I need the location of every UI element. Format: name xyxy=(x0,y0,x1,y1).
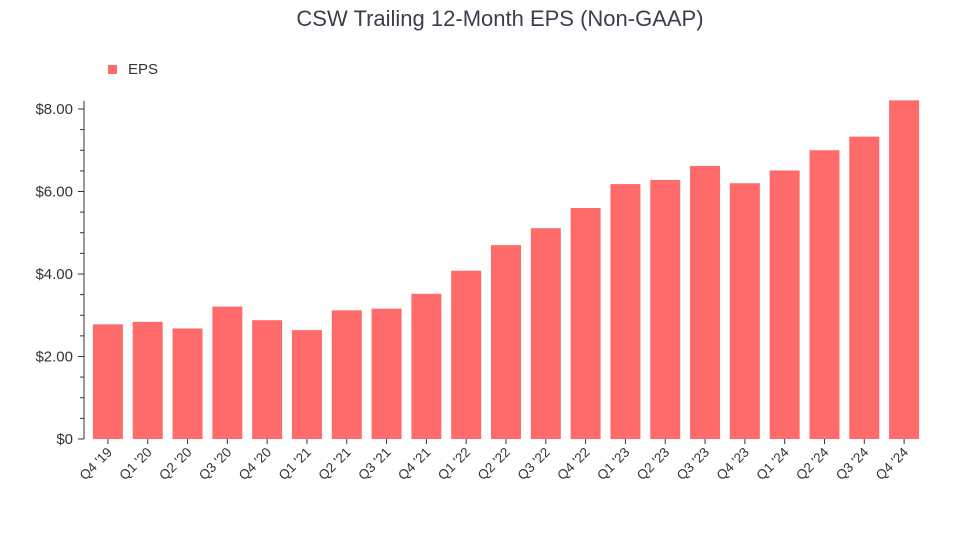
x-tick-label: Q4 '20 xyxy=(236,445,274,483)
x-tick-label: Q1 '22 xyxy=(435,445,473,483)
legend-label: EPS xyxy=(128,61,158,78)
bar-11 xyxy=(530,228,561,439)
x-tick-label: Q3 '20 xyxy=(196,445,234,483)
bar-20 xyxy=(889,100,920,440)
bar-9 xyxy=(451,270,482,439)
x-tick-label: Q4 '19 xyxy=(77,445,115,483)
legend-swatch xyxy=(108,65,117,74)
x-tick-label: Q4 '22 xyxy=(554,445,592,483)
bar-18 xyxy=(809,150,840,439)
y-tick-label: $6.00 xyxy=(35,184,73,201)
x-tick-label: Q1 '21 xyxy=(276,445,314,483)
x-tick-label: Q2 '22 xyxy=(475,445,513,483)
x-tick-label: Q3 '21 xyxy=(355,445,393,483)
x-tick-label: Q3 '22 xyxy=(514,445,552,483)
x-tick-label: Q3 '23 xyxy=(674,445,712,483)
x-tick-label: Q2 '21 xyxy=(315,445,353,483)
bar-4 xyxy=(252,320,283,439)
x-tick-label: Q2 '24 xyxy=(793,444,832,483)
chart-title: CSW Trailing 12-Month EPS (Non-GAAP) xyxy=(296,6,703,31)
x-tick-label: Q4 '23 xyxy=(714,445,752,483)
bar-7 xyxy=(371,308,402,439)
bar-17 xyxy=(769,170,800,439)
bar-5 xyxy=(291,330,322,439)
x-tick-label: Q3 '24 xyxy=(833,444,872,483)
y-tick-label: $2.00 xyxy=(35,349,73,366)
y-tick-label: $0 xyxy=(56,431,73,448)
x-tick-label: Q4 '24 xyxy=(873,444,912,483)
bar-1 xyxy=(132,321,163,439)
x-tick-label: Q1 '20 xyxy=(116,445,154,483)
x-tick-label: Q1 '23 xyxy=(594,445,632,483)
bar-16 xyxy=(729,183,760,439)
bar-3 xyxy=(212,306,243,439)
y-axis: $0 $2.00 $4.00 $6.00 $8.00 xyxy=(35,100,85,448)
x-axis: Q4 '19 Q1 '20 Q2 '20 Q3 '20 Q4 '20 Q1 '21 Q2 '… xyxy=(77,439,912,483)
x-tick-label: Q1 '24 xyxy=(753,444,792,483)
bar-6 xyxy=(331,310,362,439)
y-tick-label: $4.00 xyxy=(35,266,73,283)
x-tick-label: Q2 '20 xyxy=(156,445,194,483)
bar-19 xyxy=(849,136,880,439)
x-tick-label: Q4 '21 xyxy=(395,445,433,483)
bar-13 xyxy=(610,184,641,439)
bars xyxy=(92,100,920,440)
bar-2 xyxy=(172,328,203,439)
bar-14 xyxy=(650,179,681,439)
x-tick-label: Q2 '23 xyxy=(634,445,672,483)
bar-15 xyxy=(690,165,721,440)
y-tick-label: $8.00 xyxy=(35,101,73,118)
bar-10 xyxy=(491,245,521,439)
bar-8 xyxy=(411,293,442,439)
legend: EPS xyxy=(108,61,158,78)
bar-12 xyxy=(570,208,601,439)
bar-0 xyxy=(92,324,123,439)
